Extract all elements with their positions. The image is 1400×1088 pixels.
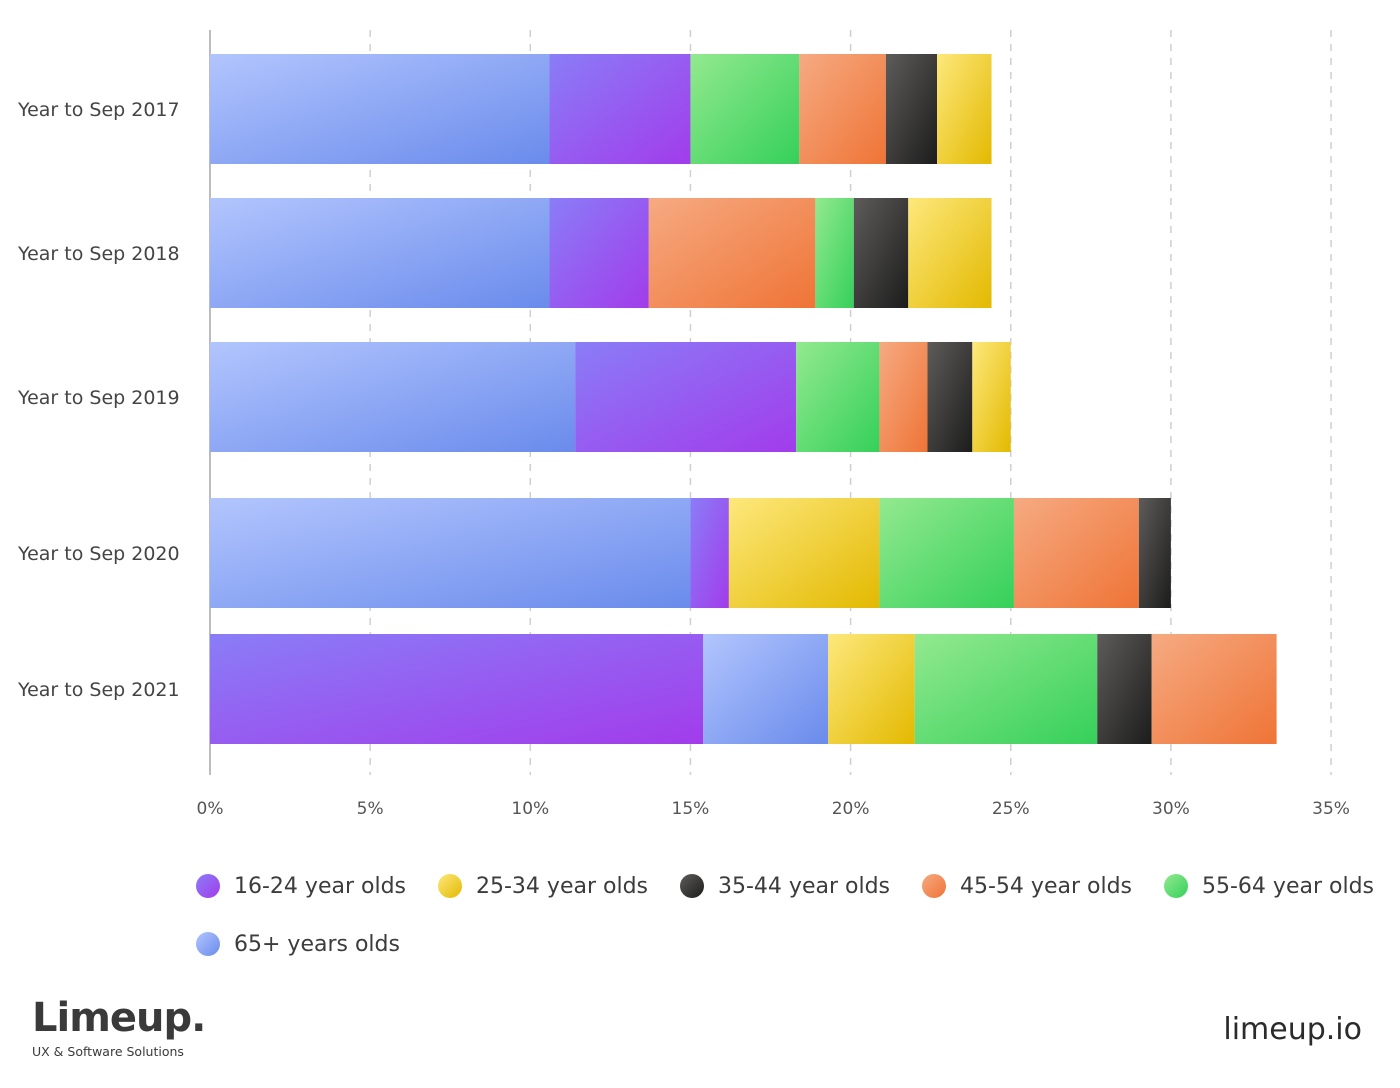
logo-tagline: UX & Software Solutions	[32, 1044, 184, 1059]
bar-segment	[799, 54, 886, 164]
bar-segment	[1097, 634, 1152, 744]
x-tick-label: 0%	[197, 799, 224, 819]
legend-swatch	[1164, 874, 1188, 898]
x-tick-label: 35%	[1312, 799, 1350, 819]
bar-segment	[972, 342, 1011, 452]
legend-swatch	[196, 874, 220, 898]
category-label: Year to Sep 2020	[17, 543, 180, 565]
bar-segment	[1013, 498, 1139, 608]
legend-item: 65+ years olds	[196, 926, 400, 962]
bar-segment	[796, 342, 880, 452]
x-tick-label: 10%	[511, 799, 549, 819]
legend-label: 45-54 year olds	[960, 873, 1132, 899]
x-tick-label: 15%	[672, 799, 710, 819]
legend-label: 65+ years olds	[234, 931, 400, 957]
x-tick-label: 25%	[992, 799, 1030, 819]
bar-segment	[815, 198, 854, 308]
bar-segment	[885, 54, 938, 164]
x-tick-label: 20%	[832, 799, 870, 819]
legend-item: 25-34 year olds	[438, 868, 648, 904]
bar-segment	[690, 498, 729, 608]
legend-swatch	[680, 874, 704, 898]
stacked-bar-chart: 0% 5% 10% 15% 20% 25% 30% 35% Year to Sep 2017 Ye…	[17, 30, 1350, 819]
bar-segment	[210, 342, 576, 452]
legend-swatch	[196, 932, 220, 956]
bar-segment	[549, 198, 649, 308]
legend-label: 25-34 year olds	[476, 873, 648, 899]
bar-segment	[908, 198, 992, 308]
category-label: Year to Sep 2018	[17, 243, 180, 265]
bar-segment	[728, 498, 880, 608]
bar-segment	[210, 634, 704, 744]
bar-segment	[927, 342, 973, 452]
category-label: Year to Sep 2017	[17, 99, 180, 121]
bar-segment	[1138, 498, 1171, 608]
x-tick-label: 30%	[1152, 799, 1190, 819]
site-url: limeup.io	[1223, 1012, 1362, 1047]
bar-segment	[549, 54, 691, 164]
bar-segment	[690, 54, 800, 164]
limeup-logo: Limeup. UX & Software Solutions	[32, 994, 206, 1059]
bar-segment	[210, 198, 550, 308]
legend-swatch	[438, 874, 462, 898]
bar-segment	[703, 634, 829, 744]
x-tick-label: 5%	[357, 799, 384, 819]
bar-segment	[1151, 634, 1277, 744]
legend-label: 35-44 year olds	[718, 873, 890, 899]
logo-wordmark: Limeup.	[32, 995, 206, 1041]
bar-segment	[828, 634, 915, 744]
bar-segment	[853, 198, 909, 308]
legend-swatch	[922, 874, 946, 898]
bar-segment	[648, 198, 816, 308]
bar-segment	[879, 498, 1014, 608]
legend-item: 35-44 year olds	[680, 868, 890, 904]
bar-segment	[210, 498, 691, 608]
bar-segment	[879, 342, 928, 452]
bar-segment	[210, 54, 550, 164]
category-label: Year to Sep 2021	[17, 679, 180, 701]
legend-item: 55-64 year olds	[1164, 868, 1374, 904]
bar-segment	[937, 54, 992, 164]
category-label: Year to Sep 2019	[17, 387, 180, 409]
bar-segment	[575, 342, 797, 452]
legend-item: 16-24 year olds	[196, 868, 406, 904]
legend-label: 16-24 year olds	[234, 873, 406, 899]
legend-label: 55-64 year olds	[1202, 873, 1374, 899]
legend: 16-24 year olds 25-34 year olds 35-44 year…	[196, 868, 1376, 962]
legend-item: 45-54 year olds	[922, 868, 1132, 904]
bar-segment	[914, 634, 1098, 744]
